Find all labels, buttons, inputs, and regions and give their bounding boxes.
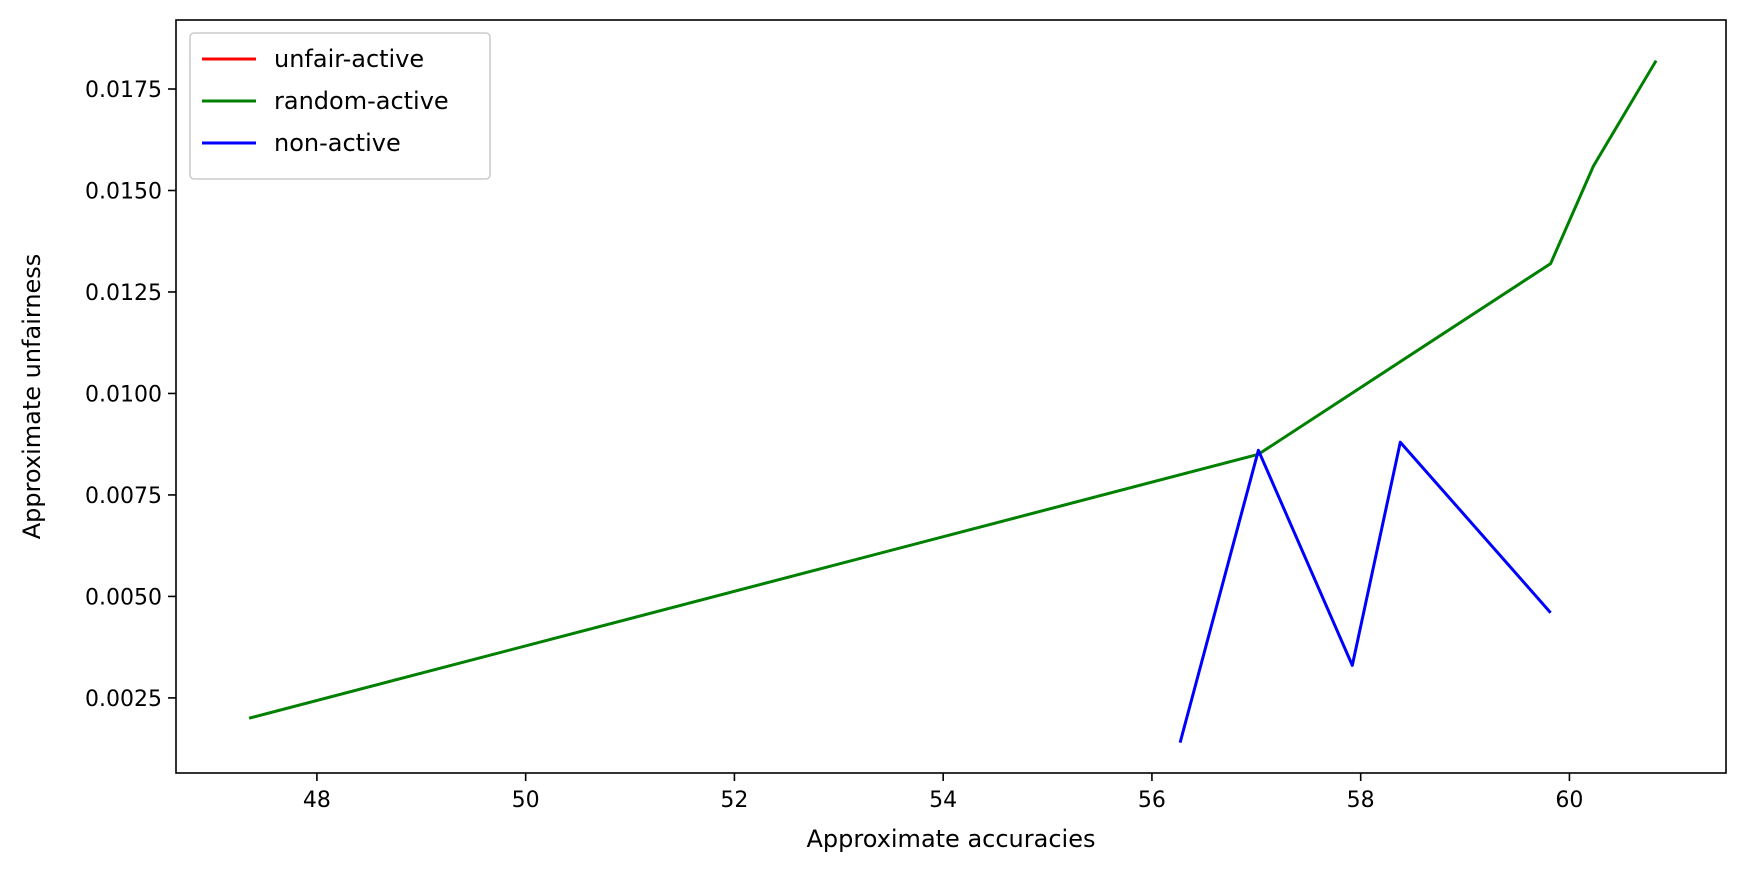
y-tick-label: 0.0050 (85, 585, 162, 610)
x-tick-label: 48 (303, 788, 331, 813)
x-tick-label: 60 (1555, 788, 1583, 813)
x-tick-label: 54 (929, 788, 957, 813)
legend-box (189, 32, 491, 180)
x-tick-label: 56 (1138, 788, 1166, 813)
series-layer (248, 59, 1658, 743)
y-tick-label: 0.0175 (85, 78, 162, 103)
plot-area-frame (175, 19, 1727, 774)
series-line-random-active (248, 59, 1658, 720)
y-axis-label: Approximate unfairness (18, 254, 46, 540)
y-tick-label: 0.0150 (85, 179, 162, 204)
legend: unfair-active random-active non-active (189, 32, 491, 180)
y-tick-label: 0.0125 (85, 281, 162, 306)
legend-label: unfair-active (274, 45, 424, 73)
legend-label: random-active (274, 87, 449, 115)
y-tick-label: 0.0100 (85, 382, 162, 407)
legend-label: non-active (274, 129, 401, 157)
y-axis: 0.0025 0.0050 0.0075 0.0100 0.0125 0.0150 0.01… (85, 78, 176, 712)
series-line-non-active (1178, 440, 1552, 743)
y-tick-label: 0.0075 (85, 484, 162, 509)
x-axis: 48 50 52 54 56 58 60 (303, 773, 1583, 813)
x-axis-label: Approximate accuracies (807, 825, 1096, 853)
x-tick-label: 58 (1347, 788, 1375, 813)
y-tick-label: 0.0025 (85, 687, 162, 712)
x-tick-label: 50 (512, 788, 540, 813)
x-tick-label: 52 (720, 788, 748, 813)
